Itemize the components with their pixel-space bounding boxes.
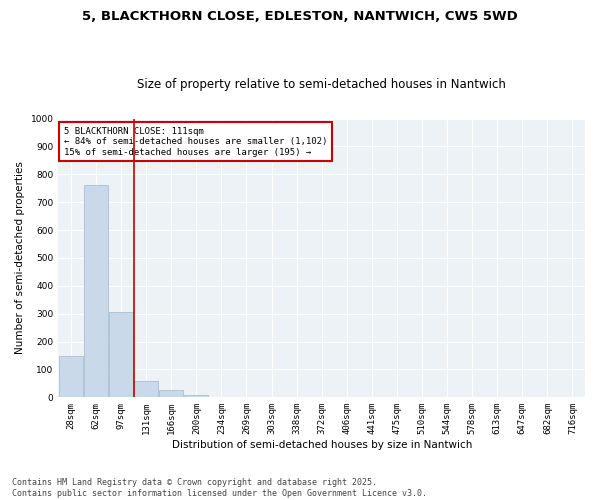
Bar — [109, 312, 133, 398]
Bar — [59, 356, 83, 398]
Bar — [160, 390, 183, 398]
Text: 5, BLACKTHORN CLOSE, EDLESTON, NANTWICH, CW5 5WD: 5, BLACKTHORN CLOSE, EDLESTON, NANTWICH,… — [82, 10, 518, 23]
Bar — [84, 186, 108, 398]
X-axis label: Distribution of semi-detached houses by size in Nantwich: Distribution of semi-detached houses by … — [172, 440, 472, 450]
Bar — [184, 394, 208, 398]
Bar — [134, 381, 158, 398]
Text: 5 BLACKTHORN CLOSE: 111sqm
← 84% of semi-detached houses are smaller (1,102)
15%: 5 BLACKTHORN CLOSE: 111sqm ← 84% of semi… — [64, 127, 327, 156]
Text: Contains HM Land Registry data © Crown copyright and database right 2025.
Contai: Contains HM Land Registry data © Crown c… — [12, 478, 427, 498]
Title: Size of property relative to semi-detached houses in Nantwich: Size of property relative to semi-detach… — [137, 78, 506, 91]
Y-axis label: Number of semi-detached properties: Number of semi-detached properties — [15, 162, 25, 354]
